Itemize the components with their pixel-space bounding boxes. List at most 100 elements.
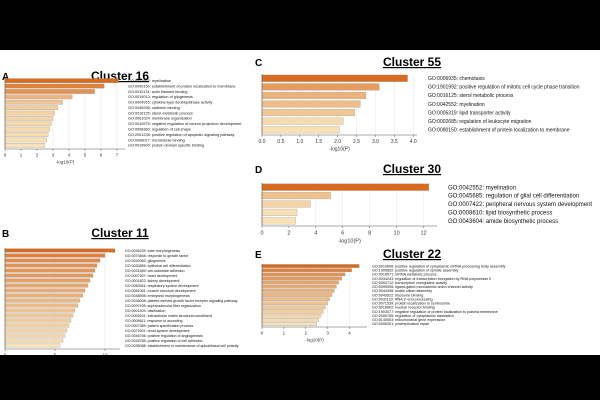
bar <box>4 268 96 273</box>
category-label: GO:0007507: heart development <box>125 274 177 278</box>
x-tick-label: 3.0 <box>372 139 379 145</box>
x-tick-label: 3 <box>326 331 329 336</box>
bar <box>261 268 352 273</box>
category-label: GO:0061061: muscle structure development <box>125 289 196 293</box>
category-label: GO:0099095: ligand-gated monoatomic anio… <box>372 285 473 289</box>
bar <box>4 116 54 121</box>
bar <box>4 263 98 268</box>
bar <box>4 121 52 127</box>
category-label: GO:0010975: negative regulation of neuro… <box>128 122 242 126</box>
category-label: GO:0030855: epithelial cell differentiat… <box>125 264 191 268</box>
category-label: GO:0042552: myelination <box>448 185 516 191</box>
bar <box>261 192 331 200</box>
x-tick-label: 0.5 <box>277 139 284 145</box>
category-label: GO:0097435: supramolecular fiber organiz… <box>125 304 201 308</box>
category-label: GO:0006301: postreplication repair <box>372 322 430 326</box>
category-label: GO:0031123: RNA 3'-end processing <box>372 297 433 301</box>
bar <box>261 317 320 322</box>
bar <box>261 293 333 297</box>
bar <box>261 289 335 293</box>
category-label: GO:0001822: kidney development <box>125 279 180 283</box>
chart-cluster-30: D Cluster 30 GO:0042552: myelination GO:004… <box>255 162 592 245</box>
bar <box>4 94 73 100</box>
category-label: GO:0019904: protein domain specific bind… <box>128 144 204 148</box>
bar <box>4 258 101 263</box>
category-label: GO:0035239: tube morphogenesis <box>125 249 180 253</box>
x-tick-label: 4 <box>348 331 351 336</box>
x-axis-label: -log10(P) <box>338 239 361 245</box>
category-label: GO:0048008: platelet-derived growth fact… <box>125 299 238 303</box>
bar <box>4 293 84 298</box>
x-tick-label: 0.0 <box>259 139 266 145</box>
x-tick-label: 6 <box>341 231 344 237</box>
category-label: GO:0010131: actin filament binding <box>128 90 188 94</box>
panel-label: B <box>2 229 9 240</box>
category-label: GO:0034243: regulation of transcription … <box>372 277 491 281</box>
bar <box>4 303 79 308</box>
x-tick-label: 1.0 <box>296 139 303 145</box>
category-label: GO:0140053: mitochondrial gene expressio… <box>372 318 445 322</box>
category-label: GO:0042552: myelination <box>128 79 171 83</box>
bar <box>4 132 49 137</box>
category-label: GO:0042552: myelination <box>428 102 485 108</box>
category-label: GO:0045766: positive regulation of angio… <box>125 334 203 338</box>
category-label: GO:0045685: regulation of glial cell dif… <box>448 194 579 200</box>
x-tick-label: 1 <box>20 153 23 158</box>
bar <box>261 264 360 268</box>
category-label: GO:0003712: transcription coregulator ac… <box>372 281 447 285</box>
x-tick-label: 4 <box>68 153 71 158</box>
x-tick-label: 2.5 <box>353 139 360 145</box>
bar <box>4 338 64 343</box>
x-tick-label: 6 <box>100 153 103 158</box>
category-label: GO:0043604: amide biosynthetic process <box>448 219 558 225</box>
bar <box>261 208 298 216</box>
category-label: GO:0005319: lipid transporter activity <box>428 110 511 116</box>
x-tick-label: 0 <box>260 231 263 237</box>
x-tick-label: 1.5 <box>315 139 322 145</box>
bar <box>261 74 408 82</box>
panel-label: A <box>2 72 9 83</box>
bar <box>261 83 380 91</box>
bar <box>4 323 70 328</box>
category-label: GO:0060541: respiratory system developme… <box>125 284 199 288</box>
category-label: GO:0090150: establishment of protein loc… <box>128 84 235 88</box>
category-label: GO:2001235: positive regulation of apopt… <box>128 133 234 137</box>
category-label: GO:0016125: sterol metabolic process <box>428 93 514 99</box>
x-tick-label: 7 <box>116 153 119 158</box>
x-tick-label: 3 <box>52 153 55 158</box>
category-label: GO:1901992: positive regulation of mitot… <box>428 85 580 91</box>
category-label: GO:0009611: response to wounding <box>125 319 182 323</box>
x-tick-label: 1 <box>283 331 286 336</box>
chart-cluster-22: E Cluster 22 GO:0010606: positive regulati… <box>255 247 506 342</box>
bar <box>261 276 342 281</box>
category-label: GO:0004915: cytokine-type deubiquitinase… <box>128 101 213 105</box>
x-tick-label: 2 <box>36 153 39 158</box>
x-tick-label: 12 <box>420 231 426 237</box>
category-label: GO:0070848: response to growth factor <box>125 254 189 258</box>
bar <box>4 273 94 278</box>
x-tick-label: 3.5 <box>391 139 398 145</box>
bar <box>4 288 86 293</box>
figure-panel: A Cluster 16 GO:0042552: myelination GO:009… <box>0 50 600 355</box>
category-label: GO:0007389: pattern specification proces… <box>125 324 193 328</box>
bar <box>4 298 81 303</box>
x-tick-label: 0 <box>4 153 7 158</box>
x-tick-label: 0 <box>261 331 264 336</box>
bar <box>261 305 326 310</box>
bar <box>4 83 105 89</box>
panel-label: E <box>255 250 262 261</box>
category-label: GO:0005201: extracellular matrix structu… <box>125 314 212 318</box>
bar <box>4 343 61 348</box>
bar <box>4 308 76 313</box>
x-tick-label: 2.0 <box>334 139 341 145</box>
bar <box>261 322 317 326</box>
bar <box>4 333 66 338</box>
category-label: GO:0042063: gliogenesis <box>125 259 166 263</box>
bar <box>4 105 58 110</box>
bar <box>261 200 311 208</box>
bar <box>4 126 50 132</box>
bar <box>4 253 106 258</box>
category-label: GO:0007422: peripheral nervous system de… <box>448 202 592 208</box>
category-label: GO:0016602: nuclear receptor binding <box>372 306 435 310</box>
